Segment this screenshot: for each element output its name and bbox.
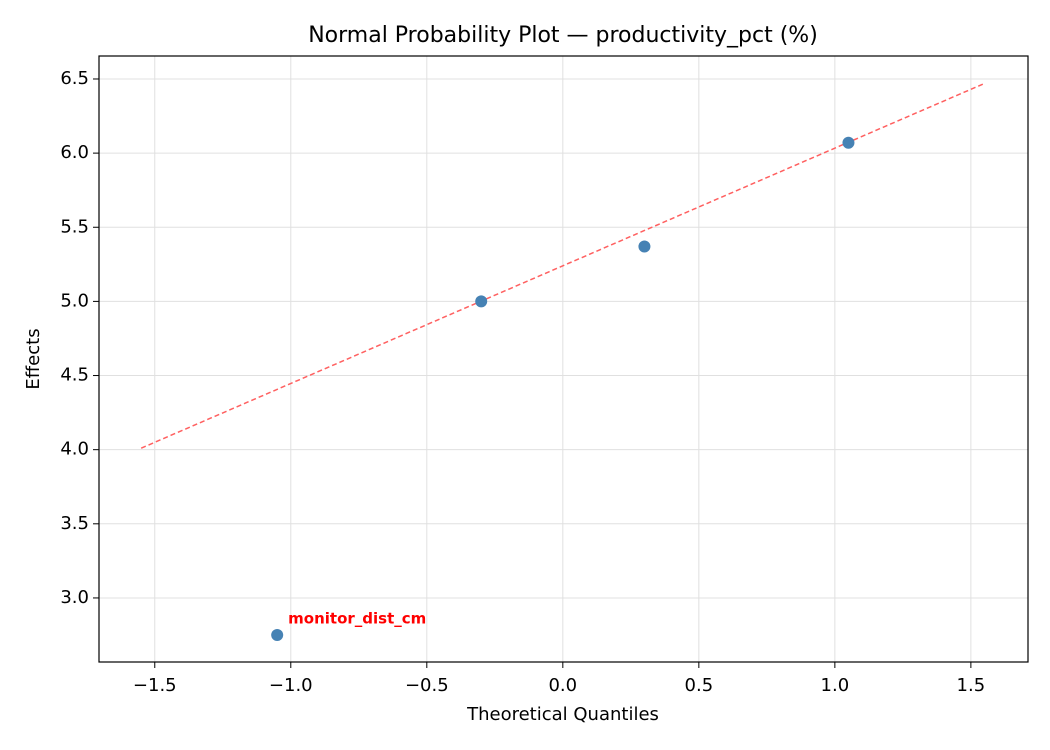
plot-frame xyxy=(98,55,1029,663)
y-tick-label: 6.0 xyxy=(60,142,89,163)
y-tick-label: 5.0 xyxy=(60,290,89,311)
x-tick-label: −1.5 xyxy=(133,675,177,696)
annotation: monitor_dist_cm xyxy=(288,610,426,628)
x-tick-label: −0.5 xyxy=(405,675,449,696)
point xyxy=(475,295,488,308)
point xyxy=(271,629,284,642)
y-tick-label: 4.0 xyxy=(60,439,89,460)
y-tick-label: 6.5 xyxy=(60,68,89,89)
x-tick-label: 0.5 xyxy=(685,675,714,696)
x-tick-label: 1.0 xyxy=(821,675,850,696)
y-tick-label: 5.5 xyxy=(60,216,89,237)
x-tick-label: 0.0 xyxy=(548,675,577,696)
y-tick-label: 3.0 xyxy=(60,587,89,608)
point xyxy=(638,240,651,253)
point xyxy=(842,136,855,149)
y-tick-label: 4.5 xyxy=(60,365,89,386)
y-axis-label: Effects xyxy=(23,328,44,389)
fit-line xyxy=(140,82,985,449)
y-tick-label: 3.5 xyxy=(60,513,89,534)
x-tick-label: −1.0 xyxy=(269,675,313,696)
x-tick-label: 1.5 xyxy=(957,675,986,696)
x-axis-label: Theoretical Quantiles xyxy=(466,704,659,725)
chart-title: Normal Probability Plot — productivity_p… xyxy=(308,23,818,48)
